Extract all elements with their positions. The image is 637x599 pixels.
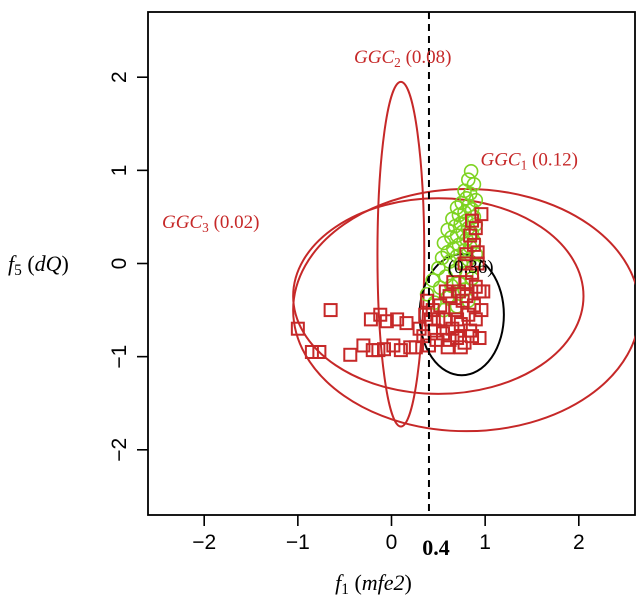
point-red-square (356, 338, 371, 353)
point-red-square (442, 289, 457, 304)
y-tick-label: 2 (108, 71, 131, 83)
point-red-square (433, 298, 448, 313)
point-red-square (379, 314, 394, 329)
point-red-square (343, 347, 358, 362)
point-red-square (438, 284, 453, 299)
point-red-square (470, 245, 485, 260)
point-green-circle (459, 190, 474, 206)
label-layer: f1 (mfe2) f5 (dQ) GGC2 (0.08) GGC1 (0.12) GG… (8, 47, 578, 598)
point-red-square (446, 275, 461, 290)
point-layer (290, 163, 491, 362)
point-red-square (468, 279, 483, 294)
point-red-square (290, 321, 305, 336)
point-red-square (390, 312, 405, 327)
point-green-circle (464, 202, 480, 217)
ellipse-1 (376, 80, 426, 428)
point-red-square (450, 331, 465, 346)
y-tick-label: 1 (108, 165, 131, 177)
x-tick-label: 0 (386, 531, 398, 554)
point-red-square (459, 289, 474, 304)
plot-frame (147, 11, 636, 516)
x-tick-label: 2 (573, 531, 585, 554)
point-red-square (393, 343, 408, 358)
point-green-circle (440, 222, 455, 238)
point-red-square (386, 338, 401, 353)
x-axis-title: f1 (mfe2) (335, 570, 412, 598)
ellipse-label-4: (0.36) (448, 257, 494, 278)
ellipse-label-2: GGC1 (0.12) (480, 150, 577, 173)
point-green-circle (431, 260, 446, 276)
point-red-square (399, 316, 414, 331)
point-green-circle (468, 246, 484, 262)
axis-layer: −2 −1 0 1 2 −2 −1 0 1 2 0.4 (108, 12, 585, 560)
x-tick-label: −1 (286, 531, 310, 554)
point-red-square (423, 312, 438, 327)
point-red-square (363, 312, 378, 327)
point-red-square (420, 293, 435, 308)
ellipse-label-3: GGC3 (0.02) (162, 212, 259, 235)
x-tick-label: 1 (479, 531, 491, 554)
point-red-square (476, 284, 491, 299)
point-red-square (474, 207, 489, 222)
threshold-label: 0.4 (422, 535, 450, 560)
point-green-circle (466, 209, 482, 225)
point-green-circle (444, 230, 459, 245)
point-red-square (472, 331, 487, 346)
point-red-square (304, 344, 319, 359)
point-green-circle (468, 192, 484, 208)
point-red-square (323, 303, 338, 318)
point-red-square (377, 342, 392, 357)
x-tick-label: −2 (192, 531, 216, 554)
point-green-circle (440, 245, 455, 260)
point-red-square (465, 329, 480, 344)
point-red-square (457, 256, 472, 271)
point-red-square (442, 332, 457, 347)
point-green-circle (463, 163, 479, 179)
point-red-square (448, 303, 463, 318)
y-tick-label: 0 (108, 258, 131, 270)
point-red-square (453, 340, 468, 355)
point-red-square (472, 284, 487, 299)
point-red-square (312, 344, 327, 359)
point-red-square (474, 303, 489, 318)
y-axis-title: f5 (dQ) (8, 251, 69, 279)
point-red-square (440, 340, 455, 355)
point-green-circle (434, 250, 450, 266)
point-red-square (466, 298, 481, 313)
point-red-square (468, 221, 483, 236)
ellipse-3 (292, 197, 585, 395)
point-red-square (466, 237, 481, 252)
point-red-square (412, 321, 427, 336)
y-tick-label: −1 (108, 345, 131, 369)
point-green-circle (425, 272, 441, 288)
point-red-square (408, 340, 423, 355)
y-tick-label: −2 (108, 438, 131, 462)
point-red-square (450, 312, 465, 327)
ellipse-label-1: GGC2 (0.08) (354, 47, 451, 70)
